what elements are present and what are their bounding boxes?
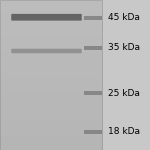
Text: 25 kDa: 25 kDa: [108, 88, 140, 98]
Bar: [84, 91, 102, 95]
Bar: [84, 16, 102, 20]
FancyBboxPatch shape: [11, 49, 82, 53]
Text: 18 kDa: 18 kDa: [108, 128, 140, 136]
Bar: [0, 0, 102, 150]
Text: 45 kDa: 45 kDa: [108, 14, 140, 22]
Bar: [84, 130, 102, 134]
Bar: [84, 46, 102, 50]
FancyBboxPatch shape: [11, 14, 82, 21]
Text: 35 kDa: 35 kDa: [108, 44, 140, 52]
